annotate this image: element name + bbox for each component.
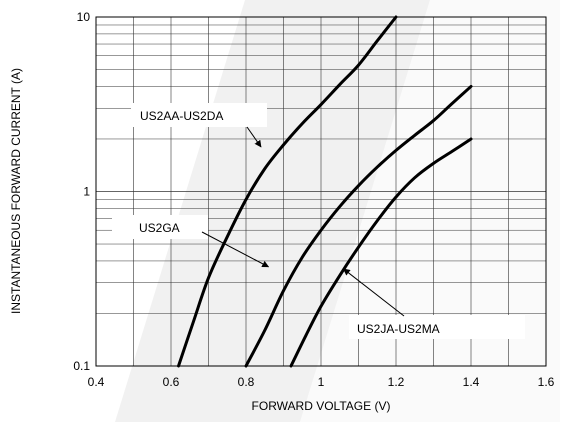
x-tick-label: 1.4 — [463, 375, 480, 389]
annotation-arrow — [201, 231, 270, 268]
y-tick-label: 0.1 — [73, 359, 90, 373]
annotation-box — [349, 315, 525, 339]
annotation-arrow — [342, 268, 405, 317]
x-tick-label: 0.6 — [163, 375, 180, 389]
x-tick-label: 1 — [318, 375, 325, 389]
annotation-label: US2JA-US2MA — [357, 322, 440, 336]
annotation-arrow — [246, 126, 262, 148]
annotation-label: US2GA — [139, 221, 180, 235]
x-tick-label: 0.8 — [238, 375, 255, 389]
x-axis-title: FORWARD VOLTAGE (V) — [252, 399, 391, 413]
series-layer — [177, 15, 473, 368]
series-line-us2ga — [244, 84, 473, 368]
plot-frame — [95, 16, 547, 367]
series-line-us2ja-us2ma — [289, 137, 473, 368]
x-tick-label: 1.6 — [538, 375, 555, 389]
x-tick-label: 1.2 — [388, 375, 405, 389]
tick-labels: 0.4 0.6 0.8 1 1.2 1.4 1.6 0.1 1 10 — [73, 10, 554, 389]
annotation-box — [112, 215, 208, 239]
series-line-us2aa-us2da — [177, 15, 398, 368]
y-tick-label: 10 — [77, 10, 91, 24]
y-axis-title: INSTANTANEOUS FORWARD CURRENT (A) — [9, 68, 23, 314]
grid — [95, 17, 547, 367]
annotation-box — [131, 103, 267, 127]
y-tick-label: 1 — [83, 185, 90, 199]
x-tick-label: 0.4 — [88, 375, 105, 389]
annotation-label: US2AA-US2DA — [140, 109, 223, 123]
annotations-layer: US2AA-US2DA US2GA US2JA-US2MA — [112, 103, 525, 339]
